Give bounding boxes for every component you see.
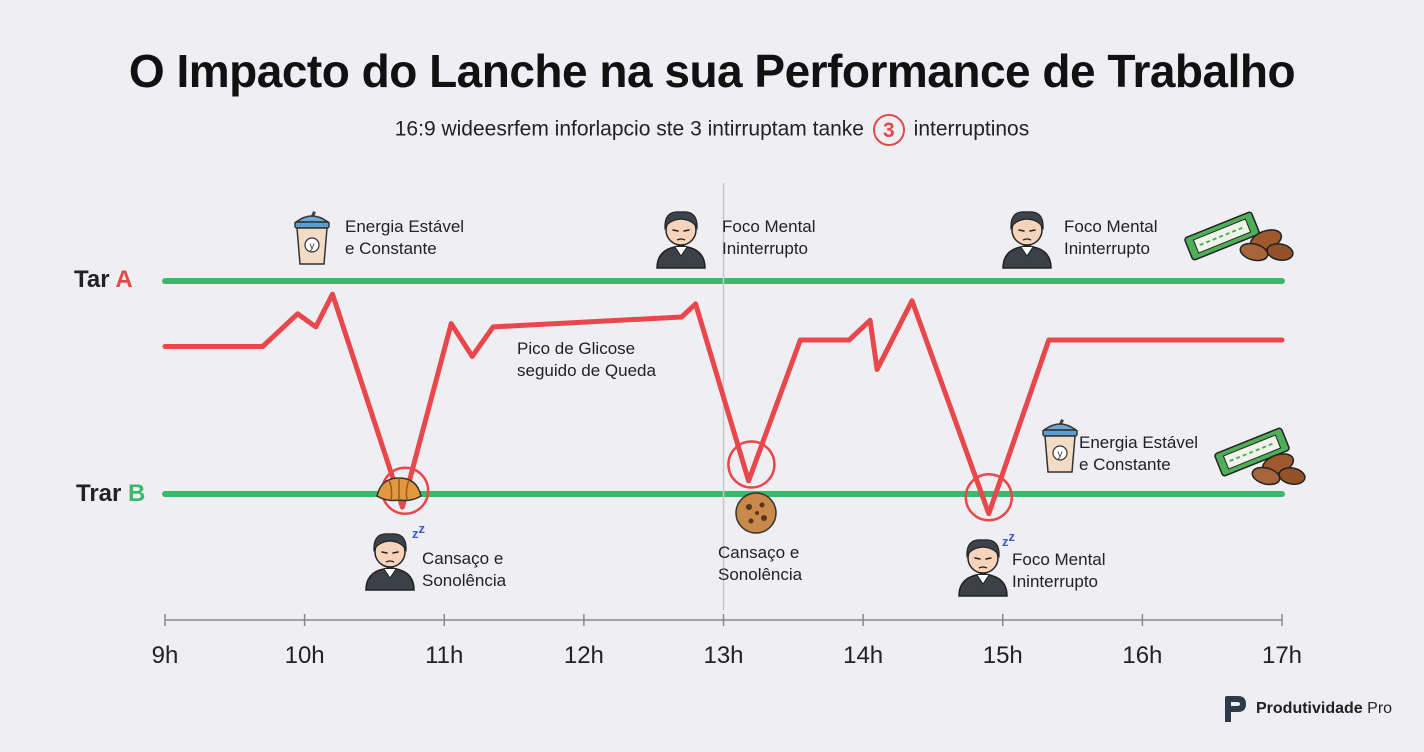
brand-name-main: Produtividade	[1256, 700, 1363, 717]
series-line	[162, 291, 1285, 517]
annotation-line: Pico de Glicose	[517, 339, 636, 358]
zzz-icon-2: zz	[1002, 529, 1016, 549]
chart-title: O Impacto do Lanche na sua Performance d…	[128, 45, 1296, 97]
annotation-line: Ininterrupto	[1012, 572, 1098, 591]
reference-label-a: Tar A	[74, 266, 133, 294]
zzz-icon: zz	[412, 521, 426, 541]
annotation-line: e Constante	[1079, 455, 1171, 474]
annotation-line: Energia Estável	[345, 217, 465, 236]
annotation-line: Sonolência	[718, 565, 803, 584]
dip-markers	[380, 440, 1014, 522]
x-tick-label: 13h	[703, 642, 743, 669]
annotation-focus-3: Foco Mental Ininterrupto	[1012, 549, 1106, 593]
x-tick-label: 14h	[843, 642, 883, 669]
annotation-energy-top: Energia Estável e Constante	[345, 216, 464, 260]
shake-cup-icon-2	[1042, 418, 1078, 473]
annotation-fatigue-2: Cansaço e Sonolência	[718, 542, 802, 586]
cookie-icon	[735, 492, 777, 534]
reference-label-a-prefix: Tar	[74, 266, 110, 293]
x-tick-label: 9h	[152, 642, 179, 669]
reference-label-b-suffix: B	[128, 480, 146, 507]
brand-name-suffix: Pro	[1367, 700, 1393, 717]
subtitle-text-start: 16:9 wideesrfem inforlapcio ste 3 intirr…	[394, 117, 864, 141]
annotation-line: Cansaço e	[718, 543, 800, 562]
subtitle-badge: 3	[872, 114, 905, 146]
annotation-line: Foco Mental	[1012, 550, 1106, 569]
brand-name: Produtividade Pro	[1256, 700, 1392, 718]
annotation-energy-bottom: Energia Estável e Constante	[1079, 432, 1198, 476]
annotation-line: Energia Estável	[1079, 433, 1199, 452]
annotation-line: Sonolência	[422, 571, 507, 590]
x-tick-label: 17h	[1262, 642, 1302, 669]
reference-label-a-suffix: A	[115, 266, 133, 293]
subtitle-text-end: interruptinos	[913, 117, 1030, 141]
worker-focused-icon	[656, 211, 706, 269]
brand: Produtividade Pro	[1222, 694, 1392, 724]
annotation-line: seguido de Queda	[517, 361, 656, 380]
annotation-line: Ininterrupto	[722, 239, 808, 258]
worker-happy-icon	[1002, 211, 1052, 269]
reference-label-b-prefix: Trar	[76, 480, 122, 507]
x-tick-label: 10h	[285, 642, 325, 669]
annotation-line: Foco Mental	[722, 217, 816, 236]
dip-marker	[964, 473, 1014, 522]
annotation-fatigue-1: Cansaço e Sonolência	[422, 548, 506, 592]
annotation-focus-2: Foco Mental Ininterrupto	[1064, 216, 1158, 260]
x-tick-label: 15h	[983, 642, 1023, 669]
shake-cup-icon	[294, 210, 330, 265]
x-tick-label: 12h	[564, 642, 604, 669]
annotation-line: e Constante	[345, 239, 437, 258]
annotation-focus-1: Foco Mental Ininterrupto	[722, 216, 816, 260]
worker-sleepy-icon-2	[958, 539, 1008, 597]
annotation-line: Foco Mental	[1064, 217, 1158, 236]
annotation-line: Ininterrupto	[1064, 239, 1150, 258]
x-tick-label: 16h	[1122, 642, 1162, 669]
annotation-glucose: Pico de Glicose seguido de Queda	[517, 338, 656, 382]
chart-subtitle: 16:9 wideesrfem inforlapcio ste 3 intirr…	[0, 114, 1424, 146]
reference-label-b: Trar B	[76, 480, 145, 508]
worker-sleepy-icon	[365, 533, 415, 591]
annotation-line: Cansaço e	[422, 549, 504, 568]
dip-marker	[727, 440, 776, 489]
brand-logo-icon	[1225, 696, 1246, 722]
x-tick-label: 11h	[425, 642, 463, 669]
x-axis-ticks: 9h 10h 11h 12h 13h 14h 15h 16h 17h	[152, 614, 1302, 669]
